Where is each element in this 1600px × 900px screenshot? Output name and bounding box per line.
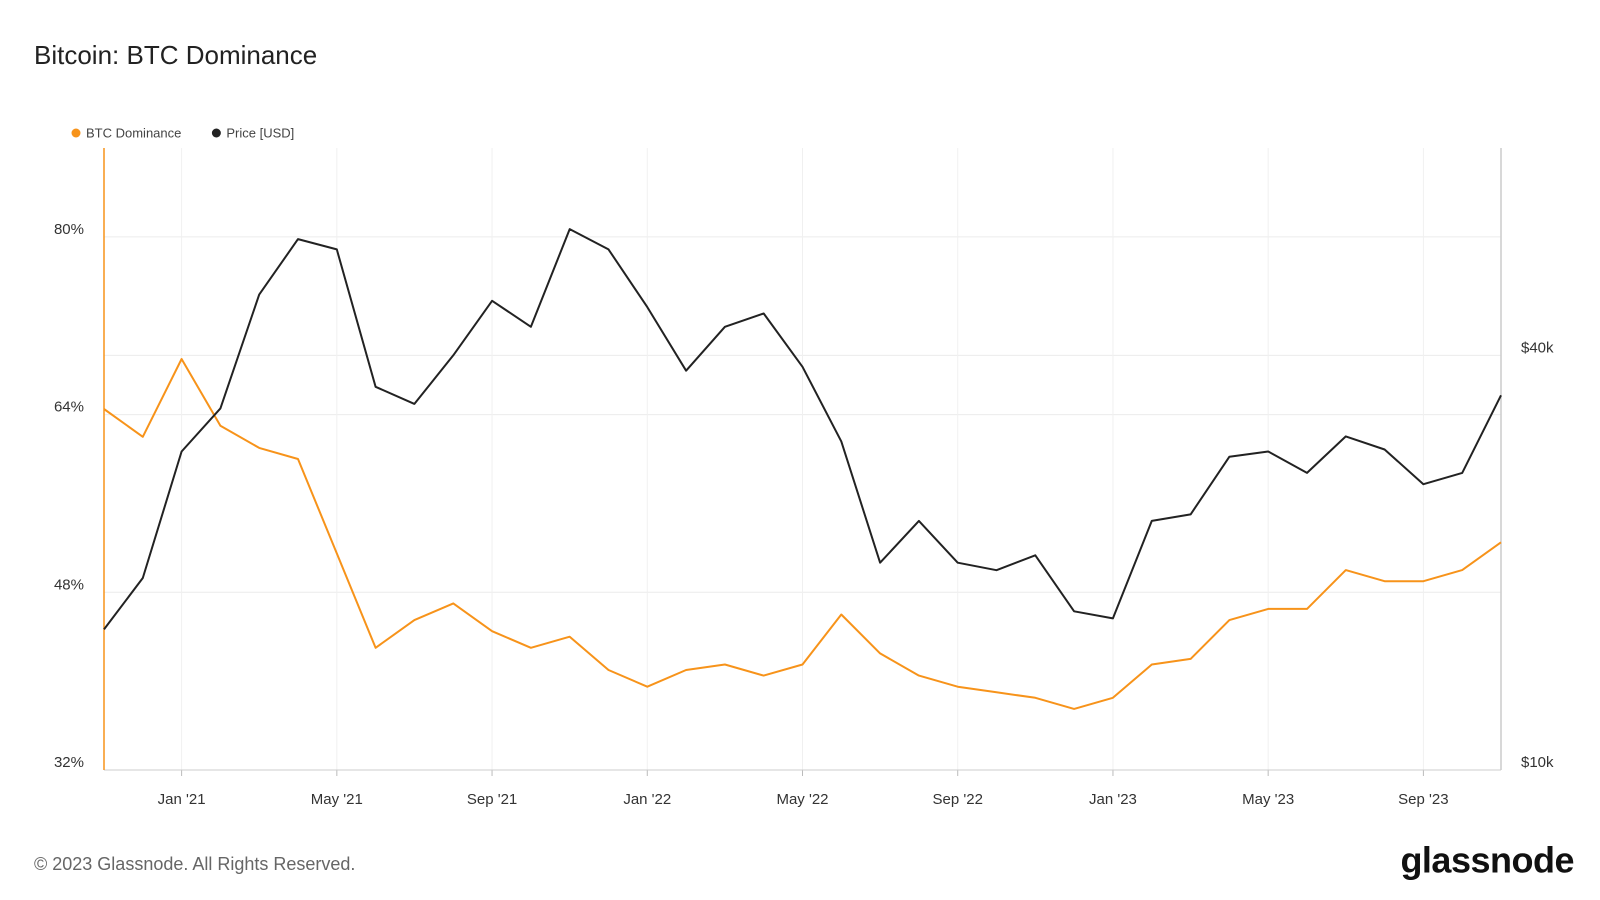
legend-marker [71,128,81,138]
x-tick-label: May '23 [1242,791,1294,808]
y-tick-label: 64% [54,399,84,416]
x-tick-label: May '21 [311,791,363,808]
series-line [103,228,1502,631]
x-tick-label: Jan '22 [623,791,671,808]
y2-tick-label: $40k [1521,339,1554,356]
x-tick-label: Jan '21 [158,791,206,808]
y-tick-label: 48% [54,576,84,593]
x-tick-label: Sep '23 [1398,791,1448,808]
y-tick-label: 32% [54,754,84,771]
copyright: © 2023 Glassnode. All Rights Reserved. [34,854,355,874]
brand-logo: glassnode [1400,840,1574,881]
legend-marker [211,128,221,138]
x-tick-label: Sep '21 [467,791,517,808]
x-tick-label: May '22 [776,791,828,808]
legend-label: Price [USD] [226,125,294,140]
y2-tick-label: $10k [1521,754,1554,771]
legend-label: BTC Dominance [86,125,181,140]
y-tick-label: 80% [54,221,84,238]
chart-title: Bitcoin: BTC Dominance [34,40,317,70]
series-line [103,358,1502,710]
x-tick-label: Jan '23 [1089,791,1137,808]
x-tick-label: Sep '22 [933,791,983,808]
